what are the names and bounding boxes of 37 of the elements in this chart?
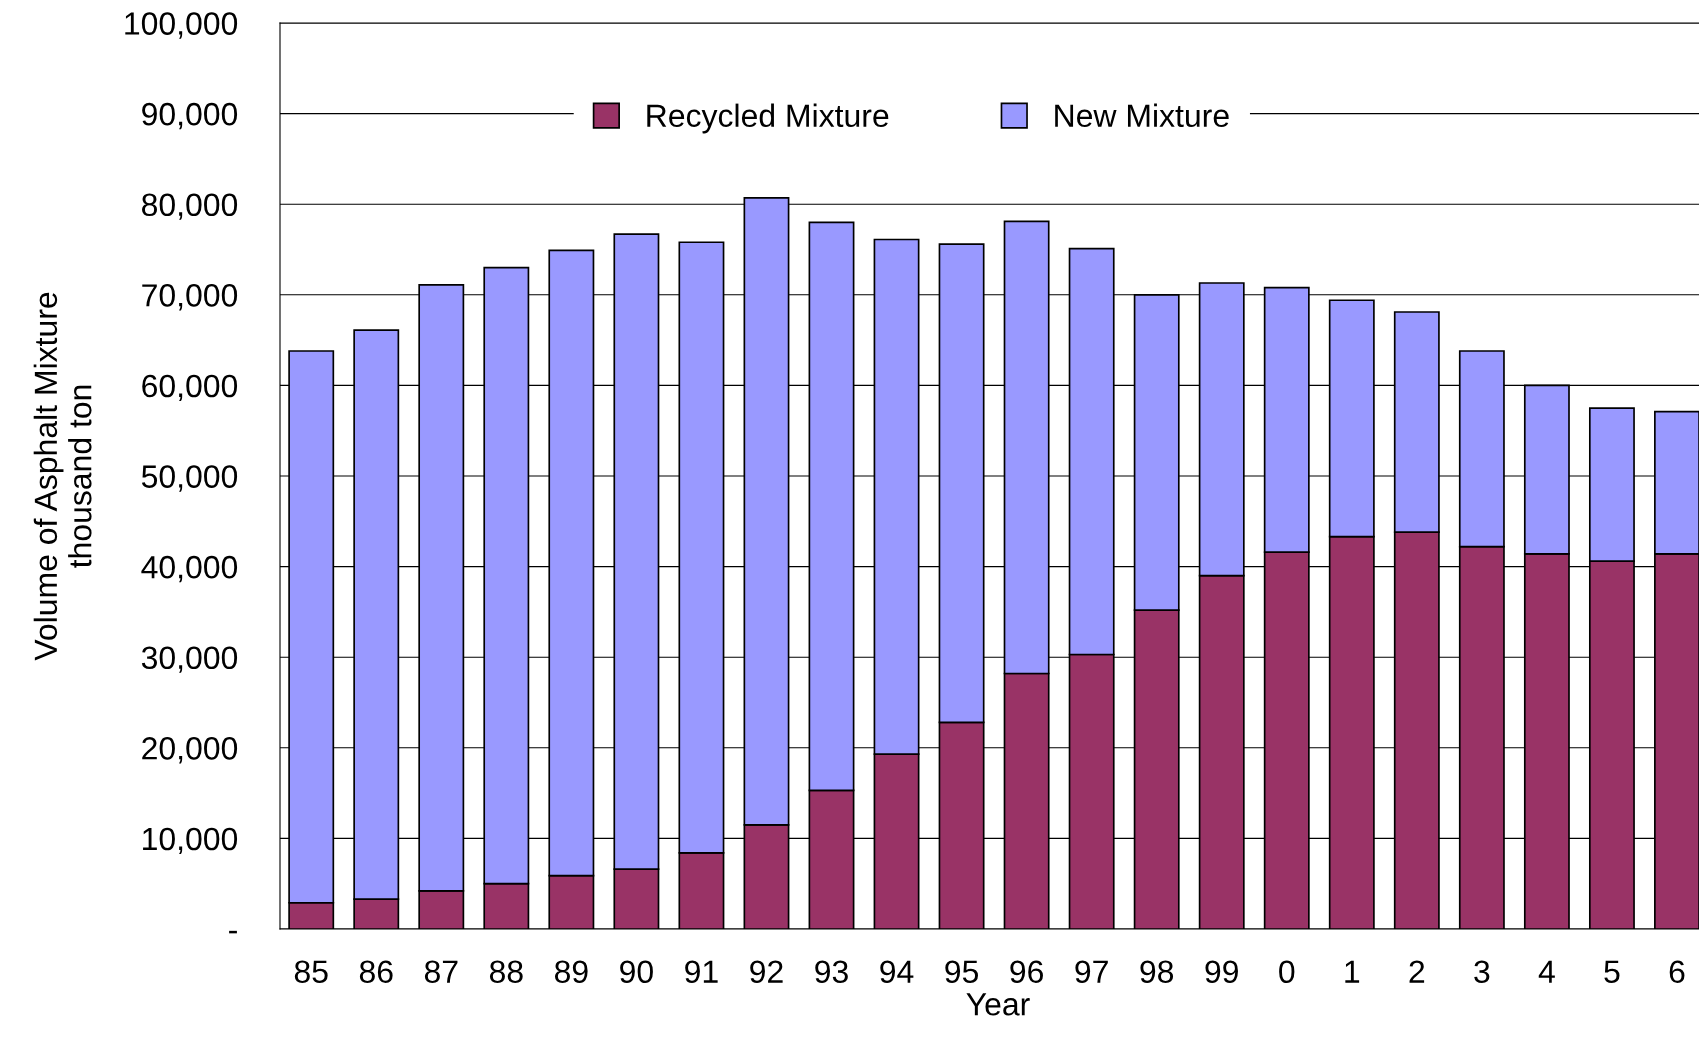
x-tick-label: 94 <box>880 960 914 984</box>
x-tick-label: 0 <box>1279 960 1295 984</box>
legend-label: Recycled Mixture <box>647 103 889 134</box>
x-tick-label: 93 <box>815 960 848 984</box>
y-tick-label: 80,000 <box>142 193 238 220</box>
x-tick-label: 88 <box>489 960 523 984</box>
x-tick-label: 5 <box>1604 960 1620 984</box>
y-axis-title: Volume of Asphalt Mixture thousand ton <box>33 292 92 661</box>
x-tick-label: 89 <box>554 960 588 984</box>
x-tick-label: 6 <box>1669 960 1685 984</box>
x-tick-label: 95 <box>945 960 978 984</box>
x-tick-label: 91 <box>685 960 718 984</box>
y-tick-label: 40,000 <box>141 555 238 583</box>
x-tick-label: 85 <box>294 960 328 984</box>
y-tick-label: 30,000 <box>141 646 238 673</box>
x-tick-label: 87 <box>424 960 458 984</box>
y-tick-label: 60,000 <box>142 374 238 402</box>
x-tick-label: 4 <box>1538 960 1555 983</box>
y-tick-label: 70,000 <box>142 284 238 311</box>
y-tick-label: - <box>229 930 237 934</box>
x-tick-label: 96 <box>1010 960 1043 984</box>
y-tick-label: 10,000 <box>143 827 238 855</box>
x-tick-label: 2 <box>1409 960 1425 983</box>
x-axis-title: Year <box>966 993 1030 1016</box>
y-tick-label: 100,000 <box>125 12 238 39</box>
y-tick-label: 20,000 <box>142 737 238 764</box>
x-tick-label: 3 <box>1474 960 1490 984</box>
y-tick-label: 50,000 <box>141 465 238 492</box>
y-tick-label: 90,000 <box>142 102 238 130</box>
x-tick-label: 97 <box>1075 960 1108 984</box>
x-tick-label: 98 <box>1140 960 1174 984</box>
x-tick-label: 92 <box>750 960 783 984</box>
legend-label: New Mixture <box>1055 103 1229 128</box>
x-tick-label: 90 <box>620 960 653 984</box>
x-tick-label: 1 <box>1345 960 1360 983</box>
x-tick-label: 86 <box>359 960 393 984</box>
x-tick-label: 99 <box>1205 960 1238 984</box>
